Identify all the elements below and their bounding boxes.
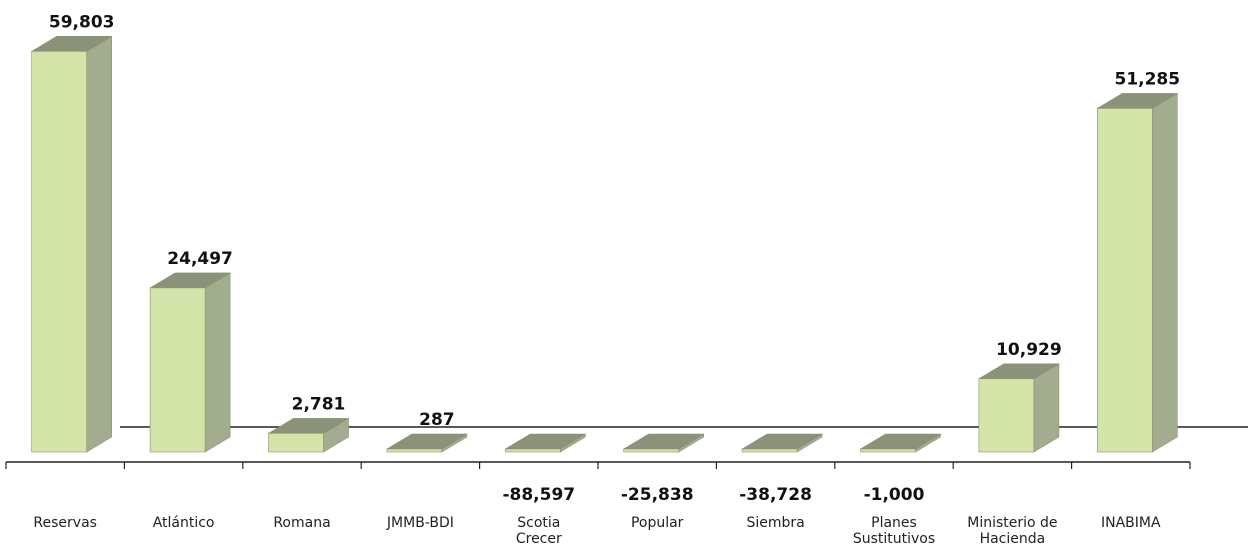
bar-top: [859, 433, 942, 450]
bar-inabima: [1096, 92, 1179, 453]
bar-top: [385, 433, 468, 450]
category-label: Romana: [273, 515, 330, 531]
bar-front: [31, 51, 88, 453]
axis-ticks: [5, 462, 1191, 469]
bar-romana: [267, 417, 350, 453]
value-label: -1,000: [864, 485, 925, 505]
category-label: Popular: [631, 515, 684, 531]
bar-top: [741, 433, 824, 450]
category-label: Siembra: [746, 515, 804, 531]
bar-planes-sustitutivos: [859, 433, 942, 453]
value-label: 287: [419, 410, 455, 430]
category-labels: Reservas Atlántico Romana JMMB-BDI Scotia Cre…: [33, 515, 1161, 547]
value-label: -38,728: [739, 485, 812, 505]
value-label: 59,803: [49, 12, 115, 32]
bars-group: [30, 35, 1179, 453]
category-label: Atlántico: [153, 515, 215, 531]
bar-front: [149, 287, 206, 453]
bar-side: [204, 272, 231, 453]
category-label: Planes Sustitutivos: [853, 515, 935, 547]
bar-scotia-crecer: [504, 433, 587, 453]
bar-jmmb-bdi: [385, 433, 468, 453]
bar-reservas: [30, 35, 113, 453]
bar-top: [504, 433, 587, 450]
bar-front: [860, 448, 916, 453]
bar-atlántico: [149, 272, 232, 453]
bar-front: [741, 448, 798, 453]
bar-front: [623, 448, 680, 453]
bar-side: [1033, 363, 1060, 453]
bar-siembra: [741, 433, 824, 453]
value-label: 2,781: [292, 394, 346, 414]
value-label: 24,497: [167, 249, 233, 269]
category-label: JMMB-BDI: [386, 515, 454, 531]
category-label: Scotia Crecer: [516, 515, 562, 547]
bar-popular: [622, 433, 705, 453]
bar-ministerio-de-hacienda: [977, 363, 1060, 453]
category-label: Ministerio de Hacienda: [967, 515, 1057, 547]
bar-front: [268, 433, 324, 453]
value-label: 51,285: [1114, 69, 1180, 89]
bar-front: [504, 448, 561, 453]
bar-front: [386, 448, 443, 453]
value-labels: 59,803 24,497 2,781 287 -88,597 -25,838 -38,72…: [49, 12, 1180, 505]
bar-front: [978, 378, 1035, 453]
bar-top: [622, 433, 705, 450]
category-label: INABIMA: [1101, 515, 1161, 531]
value-label: -88,597: [502, 485, 575, 505]
category-label: Reservas: [33, 515, 97, 531]
value-label: 10,929: [996, 340, 1062, 360]
bar-side: [1152, 92, 1178, 453]
value-label: -25,838: [621, 485, 694, 505]
bar-front: [1097, 108, 1153, 453]
bar-side: [86, 35, 112, 453]
